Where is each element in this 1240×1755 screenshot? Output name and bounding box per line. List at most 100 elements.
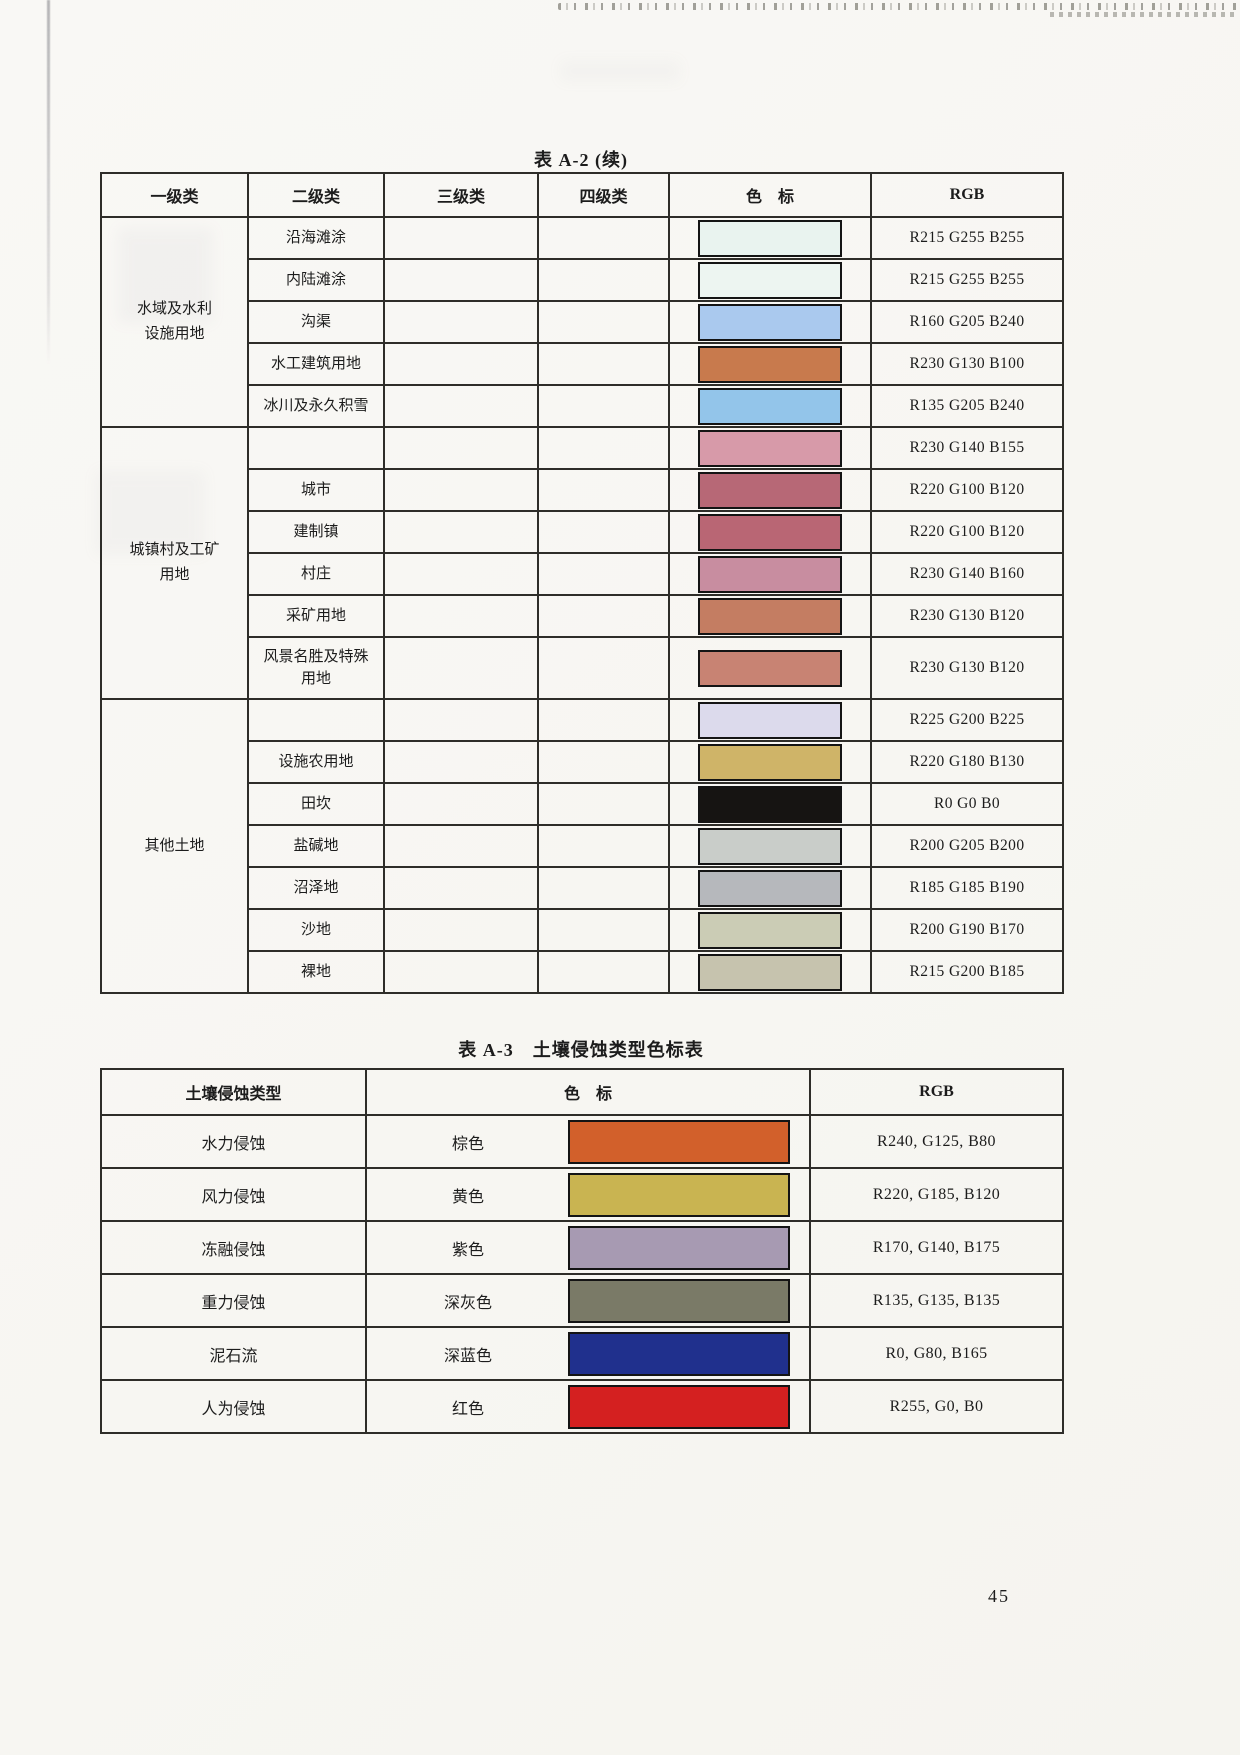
a3-rgb-cell: R170, G140, B175 bbox=[809, 1220, 1064, 1275]
a3-row: 水力侵蚀 棕色 R240, G125, B80 bbox=[100, 1114, 1064, 1169]
a3-rgb-cell: R255, G0, B0 bbox=[809, 1379, 1064, 1434]
a2-swatch-cell bbox=[668, 782, 872, 826]
a2-rgb-cell: R230 G130 B100 bbox=[870, 342, 1064, 386]
a2-level3-cell bbox=[383, 510, 539, 554]
a2-rgb-cell: R185 G185 B190 bbox=[870, 866, 1064, 910]
a2-level1-label-line: 水域及水利 bbox=[136, 301, 212, 317]
color-swatch bbox=[698, 953, 842, 991]
a2-level4-cell bbox=[537, 258, 670, 302]
a2-level4-cell bbox=[537, 740, 670, 784]
a2-level2-cell bbox=[247, 698, 385, 742]
a2-row: 城市 R220 G100 B120 bbox=[101, 468, 1064, 512]
a2-level2-cell: 盐碱地 bbox=[247, 824, 385, 868]
a2-row: 沼泽地 R185 G185 B190 bbox=[101, 866, 1064, 910]
a2-swatch-cell bbox=[668, 468, 872, 512]
a2-rgb-cell: R230 G140 B155 bbox=[870, 426, 1064, 470]
a2-column-header: 三级类 bbox=[383, 172, 539, 218]
a2-row: 设施农用地 R220 G180 B130 bbox=[101, 740, 1064, 784]
a2-rgb-cell: R160 G205 B240 bbox=[870, 300, 1064, 344]
a2-level2-cell: 裸地 bbox=[247, 950, 385, 994]
a3-column-header: 色 标 bbox=[365, 1068, 811, 1116]
a2-level4-cell bbox=[537, 552, 670, 596]
a3-erosion-type-cell: 冻融侵蚀 bbox=[100, 1220, 367, 1275]
a2-row: 其他土地 R225 G200 B225 bbox=[100, 698, 1064, 994]
a2-row: 水域及水利 设施用地 沿海滩涂 R215 G255 B255 bbox=[100, 216, 1064, 428]
scan-noise-strip-2 bbox=[1050, 12, 1235, 17]
a2-level3-cell bbox=[383, 342, 539, 386]
a2-level1-label-line: 设施用地 bbox=[144, 326, 205, 342]
color-swatch bbox=[698, 911, 842, 949]
a3-colorbar-cell: 红色 bbox=[365, 1379, 811, 1434]
a2-column-header: 一级类 bbox=[100, 172, 249, 218]
a2-level4-cell bbox=[537, 636, 670, 700]
a2-row: 水工建筑用地 R230 G130 B100 bbox=[101, 342, 1064, 386]
color-swatch bbox=[698, 471, 842, 509]
a2-level2-cell: 沟渠 bbox=[247, 300, 385, 344]
a3-row: 人为侵蚀 红色 R255, G0, B0 bbox=[100, 1379, 1064, 1434]
a2-row: 采矿用地 R230 G130 B120 bbox=[101, 594, 1064, 638]
a3-erosion-type-cell: 人为侵蚀 bbox=[100, 1379, 367, 1434]
a2-row: 裸地 R215 G200 B185 bbox=[101, 950, 1064, 994]
a2-swatch-cell bbox=[668, 510, 872, 554]
a2-level1-label-line: 城镇村及工矿 bbox=[129, 542, 220, 558]
a3-rgb-cell: R240, G125, B80 bbox=[809, 1114, 1064, 1169]
a3-row: 重力侵蚀 深灰色 R135, G135, B135 bbox=[100, 1273, 1064, 1328]
color-swatch bbox=[568, 1172, 790, 1217]
a2-level4-cell bbox=[537, 698, 670, 742]
a2-rgb-cell: R230 G130 B120 bbox=[870, 594, 1064, 638]
a2-swatch-cell bbox=[668, 866, 872, 910]
a2-rgb-cell: R215 G255 B255 bbox=[870, 258, 1064, 302]
a2-swatch-cell bbox=[668, 216, 872, 260]
a2-row: 内陆滩涂 R215 G255 B255 bbox=[101, 258, 1064, 302]
a3-colorbar-cell: 紫色 bbox=[365, 1220, 811, 1275]
a2-swatch-cell bbox=[668, 384, 872, 428]
a2-level4-cell bbox=[537, 950, 670, 994]
a2-level1-cell: 其他土地 bbox=[100, 698, 249, 994]
a2-level3-cell bbox=[383, 740, 539, 784]
a2-level4-cell bbox=[537, 300, 670, 344]
table-a2: 一级类 二级类 三级类 四级类色 标 RGB 水域及水利 设施用地 沿海滩涂 R215 G25… bbox=[100, 172, 1064, 994]
table-a3: 土壤侵蚀类型色 标 RGB 水力侵蚀 棕色 R240, G125, B80 风力侵蚀 黄色… bbox=[100, 1068, 1064, 1434]
a2-level3-cell bbox=[383, 552, 539, 596]
a2-level2-cell: 内陆滩涂 bbox=[247, 258, 385, 302]
a3-erosion-type-cell: 风力侵蚀 bbox=[100, 1167, 367, 1222]
a2-level2-cell: 风景名胜及特殊用地 bbox=[247, 636, 385, 700]
scan-noise-strip bbox=[558, 3, 1238, 10]
a2-level2-cell: 田坎 bbox=[247, 782, 385, 826]
color-swatch bbox=[698, 429, 842, 467]
a2-swatch-cell bbox=[668, 552, 872, 596]
a3-color-name: 红色 bbox=[451, 1400, 484, 1418]
a2-level3-cell bbox=[383, 216, 539, 260]
a2-rgb-cell: R215 G200 B185 bbox=[870, 950, 1064, 994]
a2-rgb-cell: R220 G100 B120 bbox=[870, 468, 1064, 512]
a3-colorbar-cell: 深灰色 bbox=[365, 1273, 811, 1328]
a2-rgb-cell: R200 G190 B170 bbox=[870, 908, 1064, 952]
a2-row: 田坎 R0 G0 B0 bbox=[101, 782, 1064, 826]
color-swatch bbox=[698, 649, 842, 687]
a2-swatch-cell bbox=[668, 950, 872, 994]
a3-color-name: 深灰色 bbox=[443, 1294, 492, 1312]
a3-rgb-cell: R135, G135, B135 bbox=[809, 1273, 1064, 1328]
a3-erosion-type-cell: 水力侵蚀 bbox=[100, 1114, 367, 1169]
a2-level4-cell bbox=[537, 908, 670, 952]
a2-level4-cell bbox=[537, 824, 670, 868]
scan-artifact bbox=[560, 60, 680, 82]
a3-rgb-cell: R220, G185, B120 bbox=[809, 1167, 1064, 1222]
a2-level4-cell bbox=[537, 510, 670, 554]
a3-colorbar-cell: 深蓝色 bbox=[365, 1326, 811, 1381]
a2-level3-cell bbox=[383, 258, 539, 302]
a2-level3-cell bbox=[383, 950, 539, 994]
table-a2-header-row: 一级类 二级类 三级类 四级类色 标 RGB bbox=[100, 172, 1064, 218]
a3-erosion-type-cell: 重力侵蚀 bbox=[100, 1273, 367, 1328]
a2-row: 沙地 R200 G190 B170 bbox=[101, 908, 1064, 952]
a2-level2-cell: 冰川及永久积雪 bbox=[247, 384, 385, 428]
color-swatch bbox=[568, 1384, 790, 1429]
a2-swatch-cell bbox=[668, 258, 872, 302]
a3-row: 泥石流 深蓝色 R0, G80, B165 bbox=[100, 1326, 1064, 1381]
a2-rgb-cell: R230 G130 B120 bbox=[870, 636, 1064, 700]
a2-swatch-cell bbox=[668, 636, 872, 700]
a2-level3-cell bbox=[383, 782, 539, 826]
a2-level1-label-line: 其他土地 bbox=[144, 837, 205, 854]
table-a3-body: 水力侵蚀 棕色 R240, G125, B80 风力侵蚀 黄色 R220, G185, B… bbox=[100, 1114, 1064, 1434]
